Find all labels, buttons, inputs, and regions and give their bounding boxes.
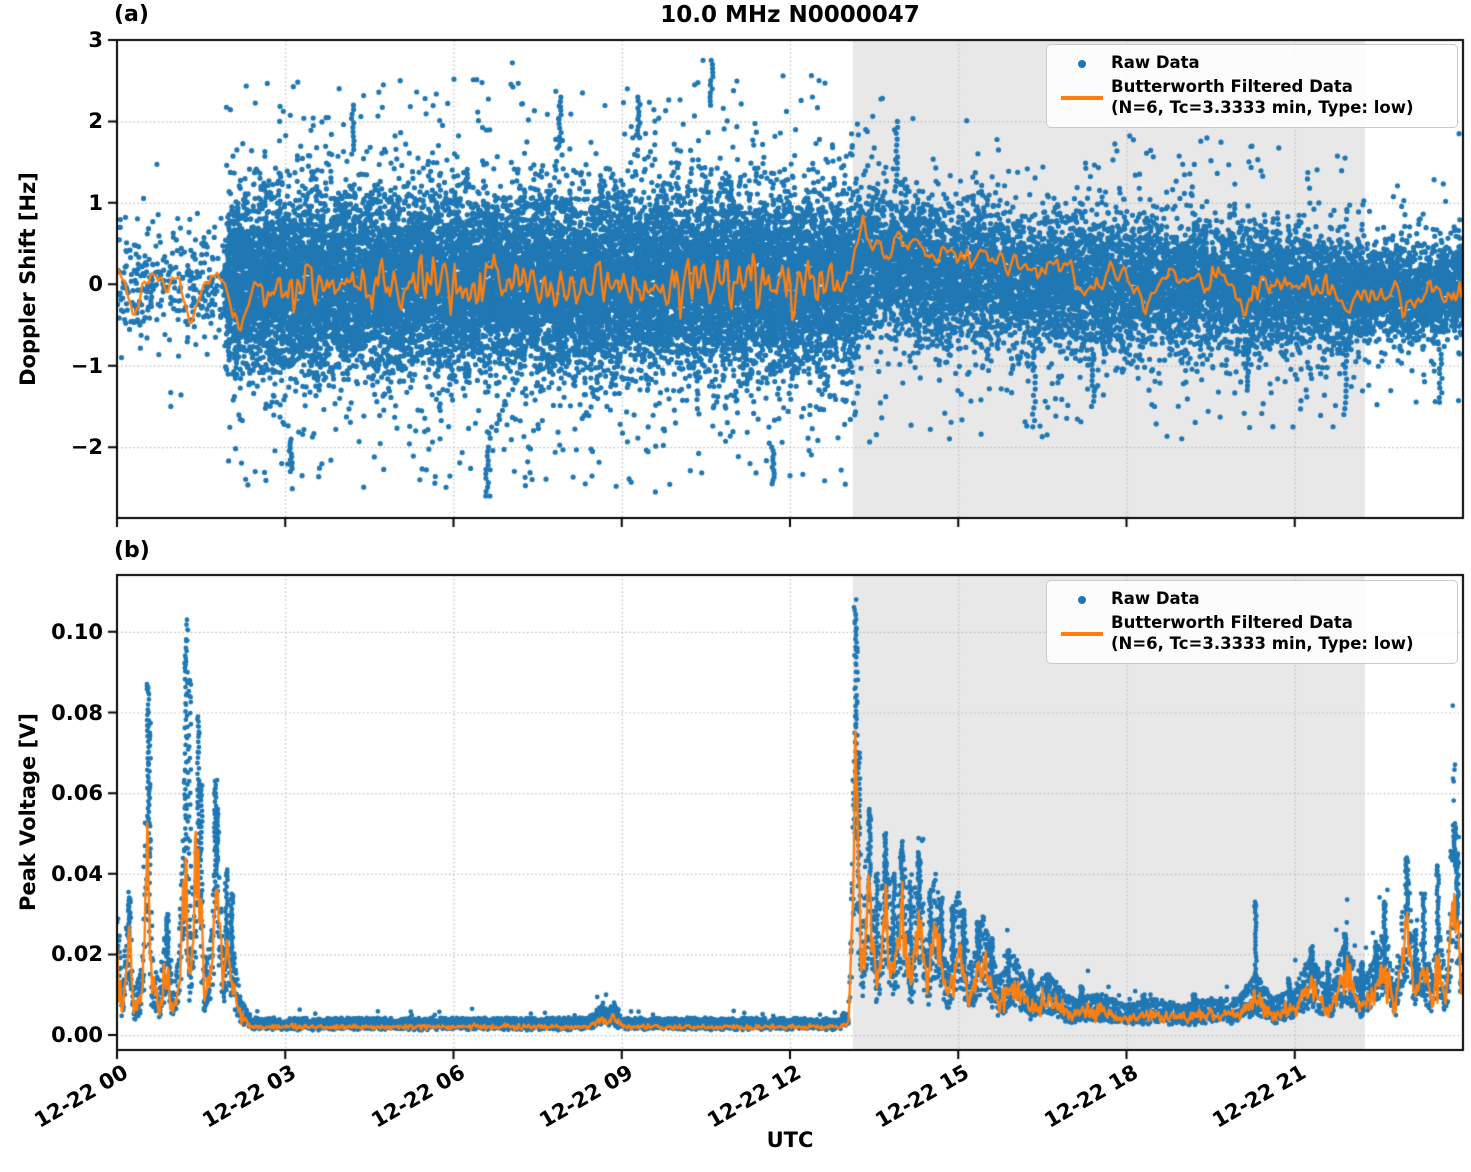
figure: 10.0 MHz N0000047 (a) (b) Doppler Shift …	[0, 0, 1471, 1172]
plot-canvas	[0, 0, 1471, 1172]
